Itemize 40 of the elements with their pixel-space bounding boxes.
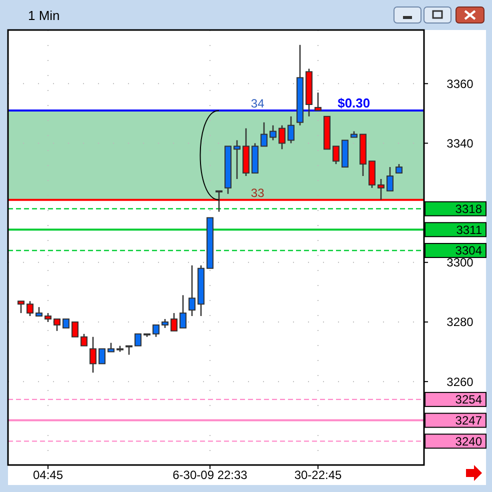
ref-line-label: 3240 bbox=[455, 434, 482, 448]
y-tick-label: 3340 bbox=[446, 136, 474, 150]
y-tick-label: 3360 bbox=[446, 76, 474, 91]
ref-line-label: 3304 bbox=[455, 244, 482, 258]
y-tick-label: 3260 bbox=[446, 374, 474, 389]
y-tick-label: 3280 bbox=[446, 315, 474, 330]
candlestick bbox=[90, 336, 96, 374]
candlestick bbox=[368, 160, 376, 189]
candlestick bbox=[134, 333, 142, 346]
x-tick-label: 04:45 bbox=[32, 468, 64, 482]
candlestick bbox=[180, 294, 186, 329]
candlestick bbox=[386, 166, 394, 192]
y-tick-label: 3300 bbox=[446, 256, 474, 270]
candlestick bbox=[216, 190, 222, 212]
ref-line-label: 3318 bbox=[455, 202, 482, 216]
candlestick bbox=[26, 300, 34, 317]
ref-line-label: 3254 bbox=[455, 392, 482, 407]
candlestick bbox=[54, 318, 60, 332]
candlestick bbox=[152, 324, 160, 338]
candlestick bbox=[314, 92, 322, 112]
candlestick bbox=[170, 312, 178, 332]
candlestick bbox=[278, 124, 286, 150]
candlestick bbox=[234, 140, 240, 180]
candlestick bbox=[18, 300, 24, 314]
candlestick bbox=[288, 116, 294, 144]
annotation: $0.30 bbox=[338, 95, 370, 110]
chart-title: 1 Min bbox=[28, 8, 60, 23]
candlestick bbox=[188, 264, 196, 317]
x-tick-label: 30-22:45 bbox=[294, 468, 342, 482]
annotation: 33 bbox=[250, 186, 265, 200]
candlestick bbox=[72, 321, 78, 338]
candlestick bbox=[260, 122, 268, 147]
candlestick bbox=[98, 348, 106, 364]
x-tick-label: 6-30-09 22:33 bbox=[172, 468, 248, 482]
ref-line-label: 3311 bbox=[456, 222, 482, 237]
candlestick bbox=[270, 124, 276, 141]
candlestick bbox=[332, 146, 340, 165]
ref-line-label: 3247 bbox=[455, 414, 482, 428]
annotation: 34 bbox=[250, 96, 265, 110]
candlestick bbox=[80, 333, 88, 346]
